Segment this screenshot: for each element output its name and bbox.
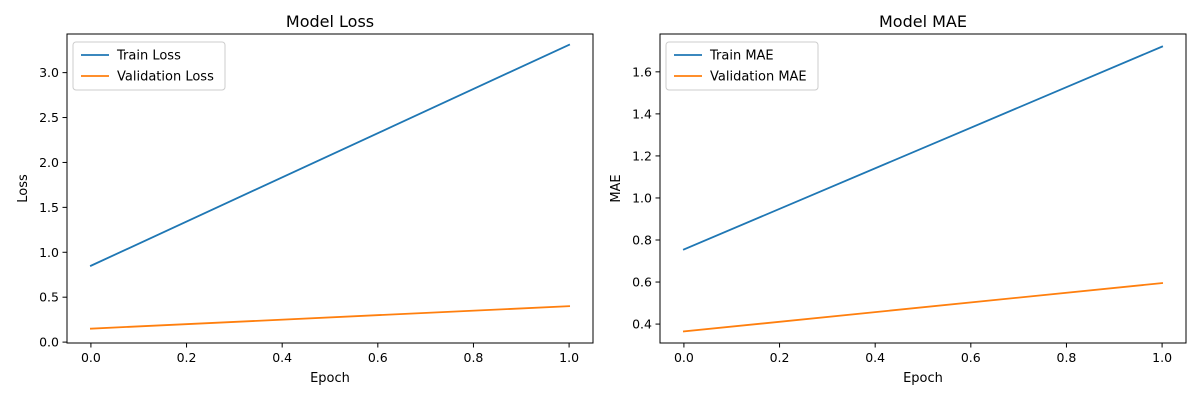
mae-x-tick-label: 0.0 [674, 350, 694, 365]
loss-y-tick-label: 1.0 [39, 245, 59, 260]
loss-y-tick-label: 3.0 [39, 65, 59, 80]
mae-y-tick-label: 0.8 [632, 233, 652, 248]
mae-x-tick-label: 0.4 [865, 350, 885, 365]
loss-x-tick-label: 0.6 [368, 350, 388, 365]
mae-x-axis-label: Epoch [903, 371, 943, 386]
loss-y-tick-label: 1.5 [39, 200, 59, 215]
loss-legend-box [72, 41, 226, 91]
mae-x-tick-label: 0.8 [1057, 350, 1077, 365]
loss-legend: Train Loss Validation Loss [72, 41, 226, 91]
mae-legend-box [665, 41, 819, 91]
loss-chart: Model Loss 0.0 0.2 0.4 0.6 0.8 1.0 0.0 0.5 1.0 1.5… [16, 12, 594, 386]
mae-x-tick-label: 0.2 [770, 350, 790, 365]
loss-series-line-1 [89, 305, 571, 330]
loss-x-tick-label: 0.8 [464, 350, 484, 365]
mae-chart: Model MAE 0.0 0.2 0.4 0.6 0.8 1.0 0.4 0.6 0.8 1.0 1… [609, 12, 1187, 386]
mae-axes-frame [659, 33, 1187, 344]
mae-y-tick-label: 1.2 [632, 148, 652, 163]
mae-series-line-1 [682, 282, 1164, 333]
loss-legend-label-0: Train Loss [116, 49, 181, 64]
mae-x-tick-label: 1.0 [1152, 350, 1172, 365]
loss-x-tick-label: 0.2 [177, 350, 197, 365]
loss-x-tick-label: 1.0 [559, 350, 579, 365]
loss-y-axis-label: Loss [16, 174, 31, 203]
loss-x-axis-label: Epoch [310, 371, 350, 386]
loss-series-line-0 [89, 43, 571, 267]
loss-chart-title: Model Loss [286, 12, 374, 31]
mae-x-tick-label: 0.6 [961, 350, 981, 365]
loss-legend-label-1: Validation Loss [117, 70, 214, 85]
mae-legend-label-0: Train MAE [709, 49, 774, 64]
loss-y-tick-label: 0.5 [39, 290, 59, 305]
mae-y-axis-label: MAE [609, 174, 624, 202]
mae-legend: Train MAE Validation MAE [665, 41, 819, 91]
mae-y-tick-label: 0.6 [632, 275, 652, 290]
loss-y-tick-label: 2.5 [39, 110, 59, 125]
loss-axes-frame [66, 33, 594, 344]
mae-series-line-0 [682, 45, 1164, 251]
mae-y-tick-label: 1.0 [632, 190, 652, 205]
mae-y-tick-label: 1.6 [632, 64, 652, 79]
mae-y-tick-label: 1.4 [632, 106, 652, 121]
loss-x-tick-label: 0.4 [272, 350, 292, 365]
mae-chart-title: Model MAE [879, 12, 967, 31]
loss-y-tick-label: 0.0 [39, 335, 59, 350]
loss-y-tick-label: 2.0 [39, 155, 59, 170]
loss-x-tick-label: 0.0 [81, 350, 101, 365]
mae-y-tick-label: 0.4 [632, 317, 652, 332]
mae-legend-label-1: Validation MAE [710, 70, 807, 85]
